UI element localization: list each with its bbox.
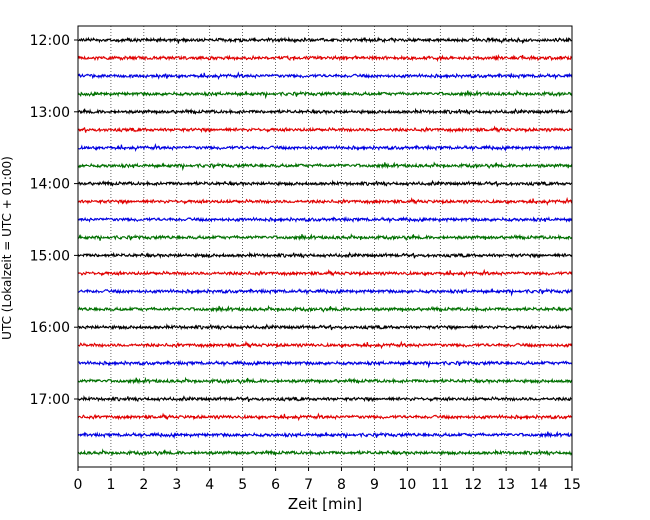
- trace-line: [77, 216, 573, 224]
- x-tick-label: 10: [398, 477, 416, 493]
- plot-frame: [77, 25, 573, 468]
- x-tick-label: 1: [106, 477, 115, 493]
- y-axis-label: UTC (Lokalzeit = UTC + 01:00): [0, 156, 14, 340]
- trace-line: [77, 233, 573, 241]
- trace-line: [77, 107, 573, 116]
- x-tick-label: 9: [370, 477, 379, 493]
- trace-line: [77, 376, 573, 385]
- x-tick-label: 13: [497, 477, 515, 493]
- x-tick-label: 4: [205, 477, 214, 493]
- y-tick-label: 12:00: [30, 33, 70, 49]
- trace-line: [77, 179, 573, 188]
- x-tick-label: 5: [238, 477, 247, 493]
- trace-line: [77, 268, 573, 278]
- x-tick-label: 8: [337, 477, 346, 493]
- y-axis-ticks: 12:00 13:00 14:00 15:00 16:00 17:00: [30, 33, 78, 408]
- trace-line: [77, 412, 573, 422]
- x-tick-label: 2: [139, 477, 148, 493]
- trace-line: [77, 448, 573, 457]
- trace-line: [77, 323, 573, 331]
- x-axis-label: Zeit [min]: [288, 495, 362, 513]
- seismic-traces: [77, 36, 573, 457]
- trace-line: [77, 36, 573, 45]
- x-tick-label: 11: [431, 477, 449, 493]
- trace-line: [77, 71, 573, 81]
- trace-line: [77, 161, 573, 172]
- x-tick-label: 14: [530, 477, 548, 493]
- trace-line: [77, 430, 573, 440]
- y-tick-label: 17:00: [30, 392, 70, 408]
- x-tick-label: 6: [271, 477, 280, 493]
- x-axis-ticks: 0 1 2 3 4 5 6 7 8 9 10 11 12 13 14 15: [74, 467, 581, 493]
- plot-area: [78, 26, 572, 467]
- trace-line: [77, 143, 573, 153]
- trace-line: [77, 394, 573, 403]
- trace-line: [77, 304, 573, 313]
- y-tick-label: 13:00: [30, 105, 70, 121]
- trace-line: [77, 89, 573, 100]
- trace-line: [77, 54, 573, 63]
- trace-line: [77, 359, 573, 369]
- x-tick-label: 0: [74, 477, 83, 493]
- trace-line: [77, 125, 573, 134]
- trace-line: [77, 287, 573, 297]
- trace-line: [77, 196, 573, 206]
- trace-line: [77, 340, 573, 350]
- x-tick-label: 15: [563, 477, 581, 493]
- y-tick-label: 14:00: [30, 177, 70, 193]
- trace-line: [77, 251, 573, 260]
- x-tick-label: 3: [172, 477, 181, 493]
- x-tick-label: 7: [304, 477, 313, 493]
- y-tick-label: 15:00: [30, 248, 70, 264]
- y-tick-label: 16:00: [30, 320, 70, 336]
- x-tick-label: 12: [464, 477, 482, 493]
